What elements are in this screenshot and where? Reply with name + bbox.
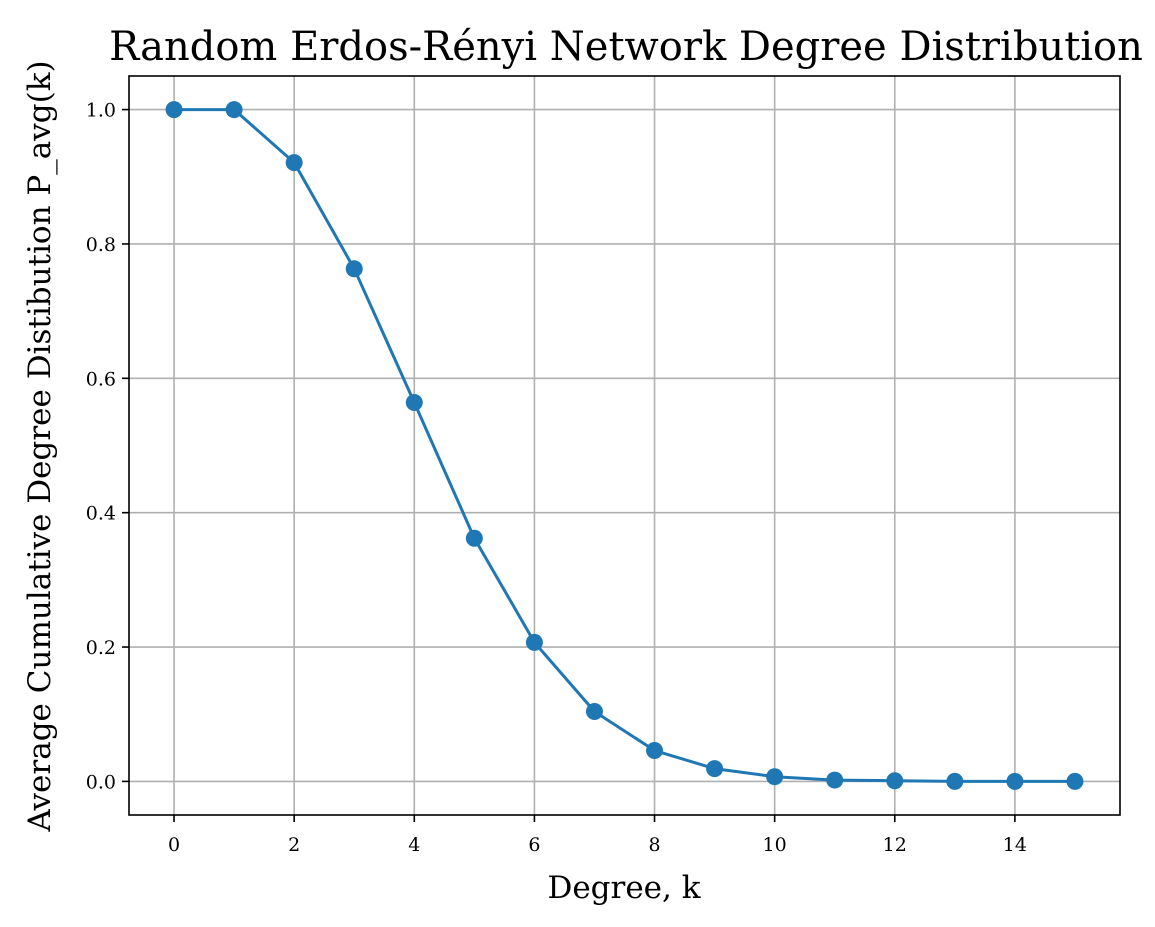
data-point-8 [646,742,664,760]
data-point-3 [345,260,363,278]
x-tick-label-3: 6 [528,834,540,856]
y-tick-label-0: 0.0 [86,771,116,793]
data-point-15 [1066,772,1084,790]
tick-labels: 0 2 4 6 8 10 12 14 0.0 0.2 0.4 0.6 0.8 1.0 [86,100,1027,856]
chart-title: Random Erdos-Rényi Network Degree Distri… [109,24,1143,70]
data-point-4 [405,394,423,412]
x-tick-label-4: 8 [648,834,660,856]
series-markers [165,101,1084,790]
data-point-5 [465,529,483,547]
data-point-9 [706,760,724,778]
grid [129,76,1120,815]
data-point-0 [165,101,183,119]
y-tick-label-2: 0.4 [86,503,116,525]
data-point-2 [285,154,303,172]
x-tick-label-1: 2 [288,834,300,856]
y-tick-label-5: 1.0 [86,100,116,122]
x-tick-label-0: 0 [168,834,180,856]
data-point-1 [225,101,243,119]
y-tick-label-4: 0.8 [86,234,116,256]
series-line-0 [174,108,1075,783]
x-tick-label-6: 12 [883,834,907,856]
data-point-13 [946,772,964,790]
x-tick-label-5: 10 [763,834,787,856]
y-tick-label-3: 0.6 [86,368,116,390]
ticks [122,108,1016,822]
data-point-11 [826,771,844,789]
y-tick-label-1: 0.2 [86,637,116,659]
data-point-6 [525,633,543,651]
data-point-7 [585,703,603,721]
plot-frame [128,75,1121,816]
x-tick-label-7: 14 [1003,834,1027,856]
y-axis-label: Average Cumulative Degree Distibution P_… [22,60,58,832]
series-line-layer [174,108,1075,783]
data-point-14 [1006,772,1024,790]
x-tick-label-2: 4 [408,834,420,856]
data-point-12 [886,772,904,790]
x-axis-label: Degree, k [547,870,700,906]
data-point-10 [766,768,784,786]
